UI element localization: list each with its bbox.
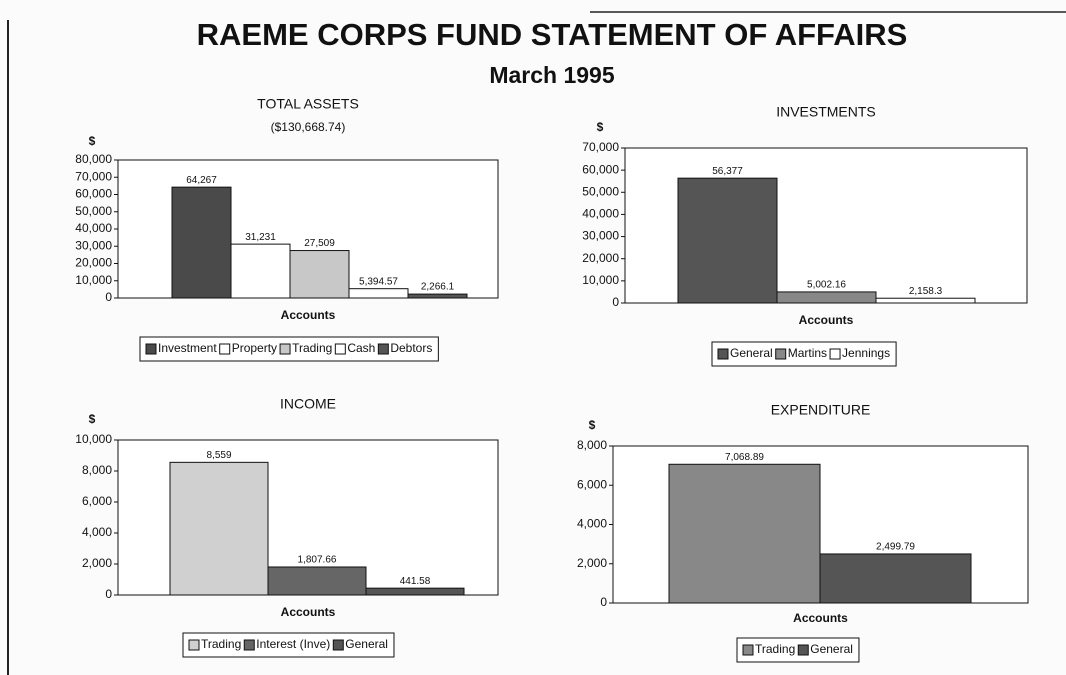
bar xyxy=(348,288,409,299)
bar xyxy=(776,291,877,304)
bar xyxy=(169,461,269,596)
legend-label: General xyxy=(345,637,388,651)
legend-label: Investment xyxy=(158,341,217,355)
x-axis-label: Accounts xyxy=(281,605,336,619)
legend-label: Property xyxy=(232,341,277,355)
y-axis-label: $ xyxy=(589,418,596,432)
y-tick-label: 0 xyxy=(600,595,607,609)
chart-subtitle: ($130,668.74) xyxy=(271,120,346,134)
bar xyxy=(407,293,468,299)
y-tick-label: 70,000 xyxy=(75,169,112,183)
value-label: 5,002.16 xyxy=(807,280,846,291)
value-label: 56,377 xyxy=(712,166,743,177)
y-tick-label: 10,000 xyxy=(582,273,619,287)
y-tick-label: 70,000 xyxy=(582,140,619,154)
legend-swatch xyxy=(829,348,841,360)
legend-label: Interest (Inve) xyxy=(256,637,330,651)
legend-swatch xyxy=(797,644,809,656)
y-axis-label: $ xyxy=(597,120,604,134)
legend-box xyxy=(182,632,395,658)
legend-swatch xyxy=(243,639,255,651)
y-tick-label: 8,000 xyxy=(577,438,607,452)
legend-label: Cash xyxy=(347,341,375,355)
value-label: 441.58 xyxy=(400,576,431,587)
y-tick-label: 2,000 xyxy=(577,556,607,570)
y-tick-label: 60,000 xyxy=(582,162,619,176)
y-tick-label: 10,000 xyxy=(75,432,112,446)
bar xyxy=(365,587,465,596)
y-axis-label: $ xyxy=(89,134,96,148)
page-title: RAEME CORPS FUND STATEMENT OF AFFAIRS xyxy=(197,17,908,52)
legend-label: Trading xyxy=(755,642,795,656)
x-axis-label: Accounts xyxy=(793,611,848,625)
y-tick-label: 0 xyxy=(105,587,112,601)
y-axis-label: $ xyxy=(89,412,96,426)
value-label: 2,499.79 xyxy=(876,542,915,553)
bar xyxy=(819,553,972,604)
value-label: 2,158.3 xyxy=(909,286,943,297)
legend-swatch xyxy=(377,343,389,355)
y-tick-label: 6,000 xyxy=(82,494,112,508)
y-tick-label: 6,000 xyxy=(577,477,607,491)
chart-title: TOTAL ASSETS xyxy=(257,96,359,112)
value-label: 1,807.66 xyxy=(298,555,337,566)
y-tick-label: 0 xyxy=(105,290,112,304)
y-tick-label: 30,000 xyxy=(582,229,619,243)
y-tick-label: 10,000 xyxy=(75,273,112,287)
bar xyxy=(171,186,232,299)
legend-swatch xyxy=(334,343,346,355)
legend-swatch xyxy=(717,348,729,360)
legend-label: Trading xyxy=(292,341,332,355)
legend-swatch xyxy=(332,639,344,651)
y-tick-label: 50,000 xyxy=(75,204,112,218)
x-axis-label: Accounts xyxy=(281,308,336,322)
bar xyxy=(677,177,778,304)
y-tick-label: 0 xyxy=(612,295,619,309)
y-tick-label: 50,000 xyxy=(582,184,619,198)
value-label: 31,231 xyxy=(245,232,276,243)
value-label: 7,068.89 xyxy=(725,452,764,463)
y-tick-label: 30,000 xyxy=(75,238,112,252)
legend-swatch xyxy=(279,343,291,355)
legend-swatch xyxy=(219,343,231,355)
y-tick-label: 80,000 xyxy=(75,152,112,166)
value-label: 27,509 xyxy=(304,238,335,249)
bar xyxy=(668,463,821,604)
value-label: 64,267 xyxy=(186,175,217,186)
chart-title: EXPENDITURE xyxy=(771,402,871,418)
legend-swatch xyxy=(145,343,157,355)
legend-swatch xyxy=(742,644,754,656)
legend-label: General xyxy=(810,642,853,656)
page-subtitle: March 1995 xyxy=(489,62,615,88)
y-tick-label: 40,000 xyxy=(582,207,619,221)
value-label: 5,394.57 xyxy=(359,276,398,287)
bar xyxy=(230,243,291,299)
legend-swatch xyxy=(188,639,200,651)
y-tick-label: 8,000 xyxy=(82,463,112,477)
y-tick-label: 40,000 xyxy=(75,221,112,235)
chart-title: INCOME xyxy=(280,396,336,412)
y-tick-label: 4,000 xyxy=(82,525,112,539)
legend-label: Jennings xyxy=(842,346,890,360)
legend-label: Martins xyxy=(788,346,827,360)
value-label: 8,559 xyxy=(206,450,231,461)
legend-swatch xyxy=(775,348,787,360)
bar xyxy=(267,566,367,596)
legend-label: Debtors xyxy=(390,341,432,355)
legend-label: Trading xyxy=(201,637,241,651)
y-tick-label: 20,000 xyxy=(582,251,619,265)
chart-title: INVESTMENTS xyxy=(776,104,876,120)
y-tick-label: 4,000 xyxy=(577,517,607,531)
bar xyxy=(289,250,350,299)
y-tick-label: 2,000 xyxy=(82,556,112,570)
legend-label: General xyxy=(730,346,773,360)
bar xyxy=(875,297,976,304)
x-axis-label: Accounts xyxy=(799,313,854,327)
y-tick-label: 60,000 xyxy=(75,187,112,201)
y-tick-label: 20,000 xyxy=(75,256,112,270)
legend-box xyxy=(711,341,897,367)
value-label: 2,266.1 xyxy=(421,282,455,293)
